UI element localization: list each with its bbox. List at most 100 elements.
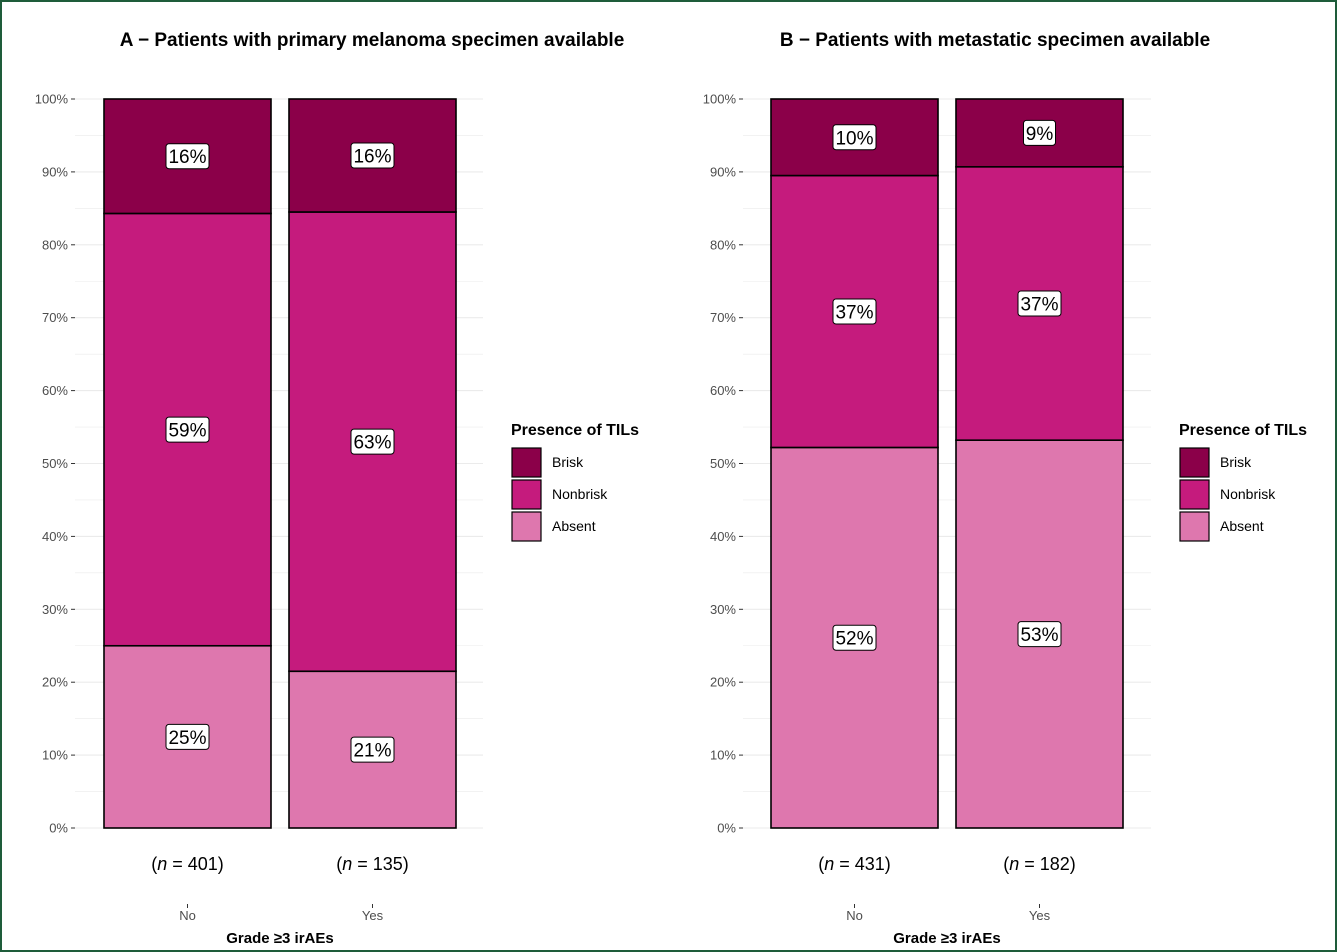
data-label-box [832,624,877,651]
y-tick-label: 100% [703,92,737,107]
x-tick-label-yes: Yes [1029,908,1051,923]
data-label-nonbrisk-no: 37% [832,298,877,325]
data-label-text: 52% [835,629,873,650]
legend-label: Nonbrisk [1220,486,1276,502]
data-label-box [1017,621,1062,648]
y-tick-label: 60% [42,383,68,398]
data-label-box [165,723,210,750]
n-label-open: ( [1003,854,1009,874]
legend-item-absent[interactable]: Absent [1179,511,1264,542]
legend-key-nonbrisk [511,479,542,510]
n-label-no: (n = 401) [151,854,224,874]
n-label-symbol: n [1009,854,1019,874]
data-label-nonbrisk-yes: 37% [1017,290,1062,317]
data-label-absent-no: 25% [165,723,210,750]
data-label-text: 10% [835,128,873,149]
legend-item-nonbrisk[interactable]: Nonbrisk [511,479,608,510]
x-axis-title: Grade ≥3 irAEs [226,930,333,947]
chart-title: B − Patients with metastatic specimen av… [780,30,1210,51]
y-tick-label: 80% [710,237,736,252]
legend-label: Absent [552,518,596,534]
y-tick-label: 30% [710,602,736,617]
y-tick-label: 80% [42,237,68,252]
data-label-brisk-yes: 9% [1023,119,1056,146]
data-label-box [165,416,210,443]
y-tick-label: 90% [710,164,736,179]
data-label-absent-yes: 21% [350,736,395,763]
n-label-symbol: n [824,854,834,874]
legend: Presence of TILs Brisk Nonbrisk Absent [511,422,639,542]
data-label-brisk-no: 10% [832,124,877,151]
legend-item-brisk[interactable]: Brisk [511,447,584,478]
y-tick-label: 70% [710,310,736,325]
n-label-symbol: n [342,854,352,874]
n-label-value: = 182) [1019,854,1076,874]
n-label-value: = 431) [834,854,891,874]
x-tick-label-no: No [846,908,863,923]
data-label-absent-no: 52% [832,624,877,651]
x-tick-label-yes: Yes [362,908,384,923]
y-tick-label: 10% [710,748,736,763]
legend-title: Presence of TILs [1179,422,1307,439]
chart-panel-0: A − Patients with primary melanoma speci… [35,30,639,947]
n-label-open: ( [336,854,342,874]
data-label-box [350,428,395,455]
x-tick-label-no: No [179,908,196,923]
legend-label: Brisk [552,454,584,470]
y-tick-label: 60% [710,383,736,398]
chart-title: A − Patients with primary melanoma speci… [120,30,625,51]
n-label-value: = 135) [352,854,409,874]
data-label-nonbrisk-yes: 63% [350,428,395,455]
legend-key-nonbrisk [1179,479,1210,510]
n-label-yes: (n = 135) [336,854,409,874]
x-axis-title: Grade ≥3 irAEs [893,930,1000,947]
n-label-open: ( [818,854,824,874]
y-tick-label: 30% [42,602,68,617]
data-label-text: 9% [1026,124,1054,145]
data-label-box [350,736,395,763]
chart-panel-1: B − Patients with metastatic specimen av… [703,30,1307,947]
data-label-brisk-no: 16% [165,143,210,170]
data-label-box [165,143,210,170]
data-label-box [350,142,395,169]
legend-item-absent[interactable]: Absent [511,511,596,542]
y-tick-label: 20% [42,675,68,690]
legend-key-absent [511,511,542,542]
n-label-open: ( [151,854,157,874]
n-label-yes: (n = 182) [1003,854,1076,874]
data-label-box [1017,290,1062,317]
legend-item-brisk[interactable]: Brisk [1179,447,1252,478]
y-tick-label: 0% [49,821,68,836]
legend-key-brisk [511,447,542,478]
legend-label: Nonbrisk [552,486,608,502]
data-label-box [832,298,877,325]
legend-title: Presence of TILs [511,422,639,439]
legend-label: Brisk [1220,454,1252,470]
legend-item-nonbrisk[interactable]: Nonbrisk [1179,479,1276,510]
y-tick-label: 100% [35,92,69,107]
y-tick-label: 70% [42,310,68,325]
data-label-text: 25% [168,728,206,749]
y-tick-label: 20% [710,675,736,690]
legend-label: Absent [1220,518,1264,534]
y-tick-label: 40% [710,529,736,544]
data-label-text: 53% [1020,625,1058,646]
data-label-text: 37% [835,303,873,324]
legend-key-brisk [1179,447,1210,478]
data-label-text: 16% [353,146,391,167]
data-label-text: 16% [168,147,206,168]
y-tick-label: 0% [717,821,736,836]
n-label-no: (n = 431) [818,854,891,874]
data-label-text: 59% [168,421,206,442]
y-tick-label: 50% [710,456,736,471]
y-tick-label: 90% [42,164,68,179]
y-tick-label: 10% [42,748,68,763]
y-tick-label: 40% [42,529,68,544]
y-tick-label: 50% [42,456,68,471]
data-label-absent-yes: 53% [1017,621,1062,648]
legend: Presence of TILs Brisk Nonbrisk Absent [1179,422,1307,542]
data-label-nonbrisk-no: 59% [165,416,210,443]
data-label-box [1023,119,1056,146]
data-label-text: 21% [353,741,391,762]
